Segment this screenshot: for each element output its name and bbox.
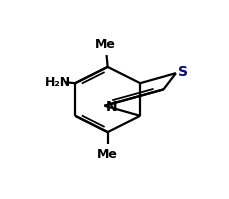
Text: N: N <box>106 100 117 114</box>
Text: Me: Me <box>97 148 118 161</box>
Text: S: S <box>178 65 188 79</box>
Text: H₂N: H₂N <box>45 76 71 89</box>
Text: Me: Me <box>95 38 116 51</box>
